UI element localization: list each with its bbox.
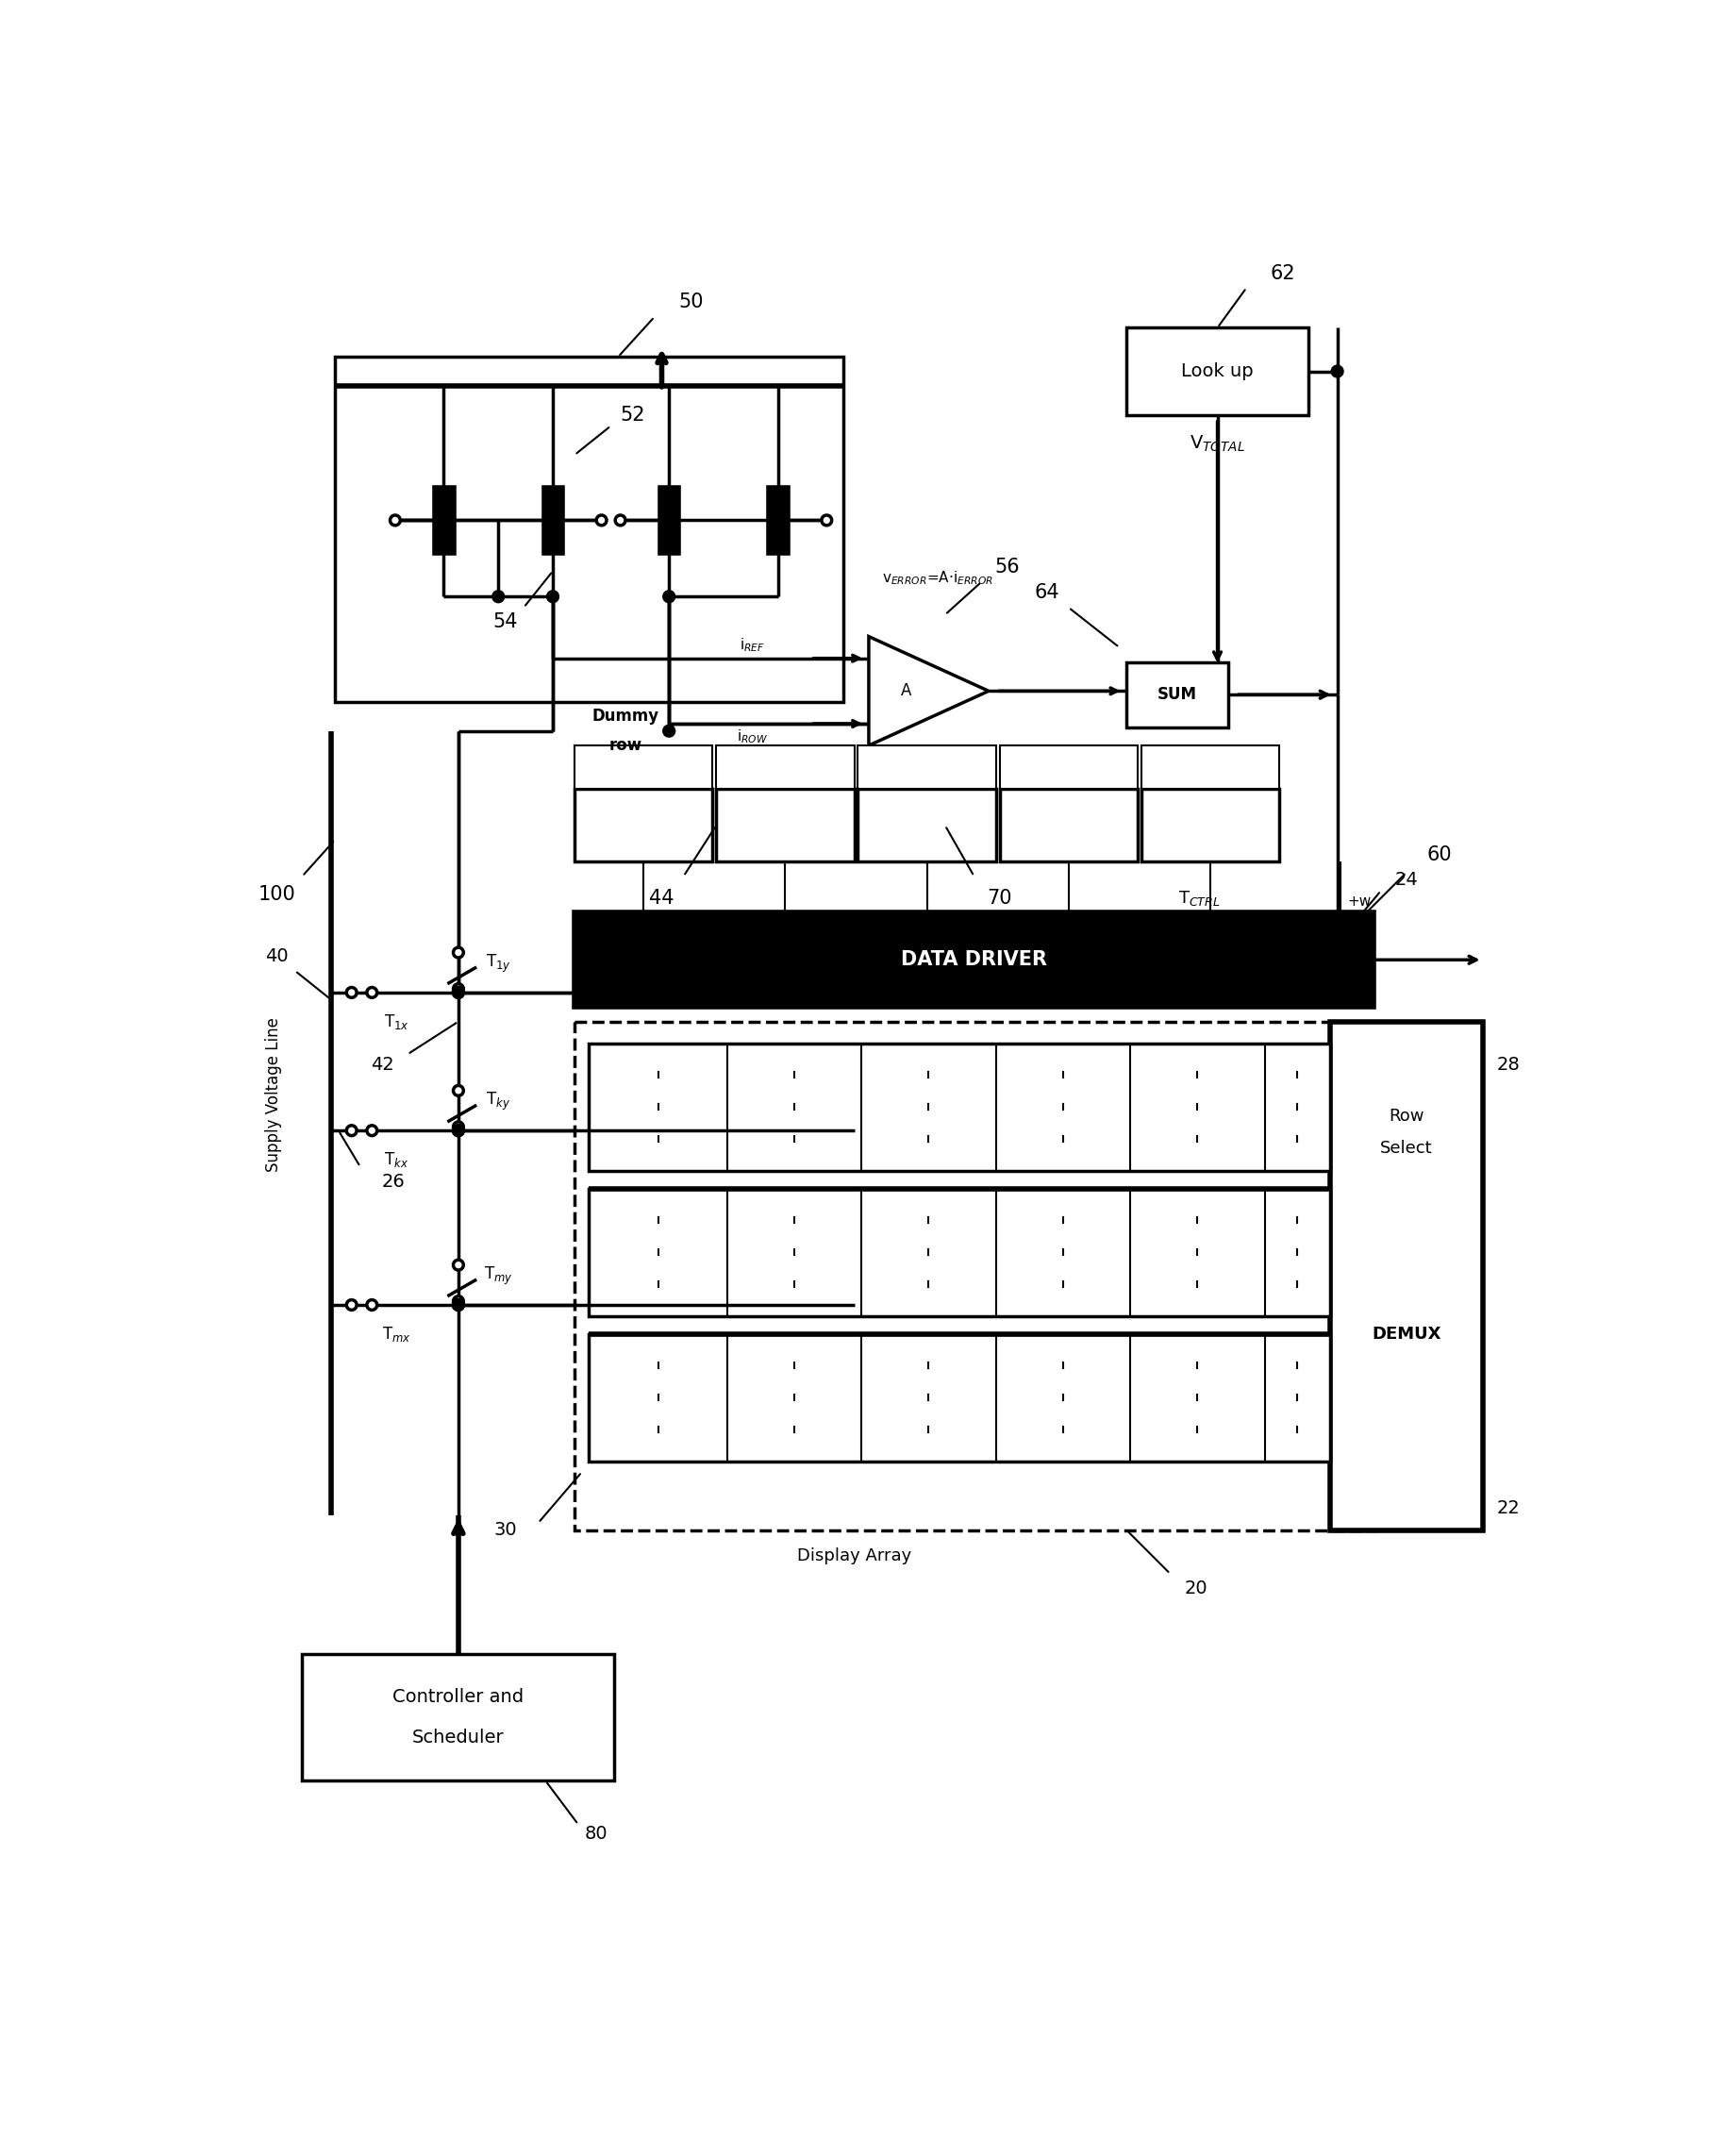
Circle shape [453,1084,463,1095]
Text: 62: 62 [1271,263,1295,282]
Text: T$_{kx}$: T$_{kx}$ [384,1149,408,1169]
Text: A: A [900,683,912,699]
Circle shape [346,987,357,998]
Circle shape [664,727,674,735]
Text: 20: 20 [1183,1580,1207,1598]
Text: 30: 30 [494,1522,518,1539]
Bar [660,487,679,552]
Circle shape [453,946,463,957]
Text: T$_{ky}$: T$_{ky}$ [485,1091,511,1112]
Bar [858,789,996,862]
Circle shape [453,1125,463,1136]
Text: v$_{ERROR}$=A·i$_{ERROR}$: v$_{ERROR}$=A·i$_{ERROR}$ [882,569,993,586]
Circle shape [453,1259,463,1270]
Text: row: row [609,737,641,755]
Circle shape [494,591,504,602]
Circle shape [616,515,626,526]
Text: 28: 28 [1495,1056,1519,1074]
Text: 64: 64 [1034,584,1060,602]
Circle shape [453,1300,463,1311]
Circle shape [1333,367,1343,377]
Circle shape [453,987,463,998]
Bar [858,746,996,789]
Circle shape [453,1121,463,1132]
Text: T$_{1x}$: T$_{1x}$ [384,1011,410,1031]
Text: 22: 22 [1495,1498,1519,1518]
Text: 52: 52 [621,405,645,425]
Text: i$_{REF}$: i$_{REF}$ [739,636,765,653]
Bar [575,789,713,862]
Circle shape [821,515,832,526]
Bar [770,487,787,552]
Bar [544,487,563,552]
Bar [1127,662,1228,727]
Text: Display Array: Display Array [797,1548,911,1563]
Text: V$_{TOTAL}$: V$_{TOTAL}$ [1190,433,1245,455]
Text: DEMUX: DEMUX [1372,1326,1441,1343]
Text: 70: 70 [988,888,1012,908]
Text: SUM: SUM [1158,686,1197,703]
Text: T$_{mx}$: T$_{mx}$ [382,1324,412,1343]
Bar [1000,789,1137,862]
Circle shape [367,1300,377,1311]
Bar [590,1044,1331,1171]
Text: 54: 54 [494,612,518,632]
Text: DATA DRIVER: DATA DRIVER [900,951,1048,970]
Bar [1127,328,1309,414]
Bar [334,356,844,703]
Circle shape [453,987,463,998]
Bar [1140,789,1279,862]
Bar [717,789,854,862]
Text: Supply Voltage Line: Supply Voltage Line [264,1018,281,1171]
Text: Row: Row [1389,1108,1423,1125]
Bar [575,1022,1374,1531]
Text: 44: 44 [650,888,674,908]
Text: 40: 40 [266,946,288,966]
Text: T$_{CTRL}$: T$_{CTRL}$ [1178,888,1221,908]
Bar [1331,1022,1482,1531]
Text: 26: 26 [381,1173,405,1190]
Circle shape [597,515,607,526]
Text: 24: 24 [1394,871,1418,888]
Bar [436,487,453,552]
Bar [717,746,854,789]
Circle shape [547,591,557,602]
Text: 50: 50 [679,293,703,313]
Text: Scheduler: Scheduler [412,1729,504,1746]
Circle shape [346,1300,357,1311]
Circle shape [389,515,400,526]
Bar [302,1654,614,1781]
Text: Look up: Look up [1182,362,1254,379]
Circle shape [664,591,674,602]
Text: 60: 60 [1427,845,1451,865]
Text: Controller and: Controller and [393,1688,525,1705]
Text: 42: 42 [370,1056,394,1074]
Text: i$_{ROW}$: i$_{ROW}$ [737,729,768,746]
Bar [1000,746,1137,789]
Bar [590,1188,1331,1315]
Text: 80: 80 [585,1824,609,1843]
Circle shape [453,1300,463,1311]
Circle shape [453,1296,463,1307]
Bar [590,1335,1331,1462]
Circle shape [453,983,463,994]
Text: T$_{my}$: T$_{my}$ [484,1266,513,1287]
Circle shape [453,1125,463,1136]
Bar [1140,746,1279,789]
Circle shape [346,1125,357,1136]
Bar [575,746,713,789]
Text: +w: +w [1348,895,1370,910]
Text: 56: 56 [995,558,1019,578]
Text: T$_{1y}$: T$_{1y}$ [485,953,511,975]
Circle shape [367,987,377,998]
Text: 100: 100 [257,884,295,903]
Text: Select: Select [1381,1141,1432,1158]
Text: Dummy: Dummy [592,707,659,724]
Bar [575,912,1374,1007]
Circle shape [367,1125,377,1136]
